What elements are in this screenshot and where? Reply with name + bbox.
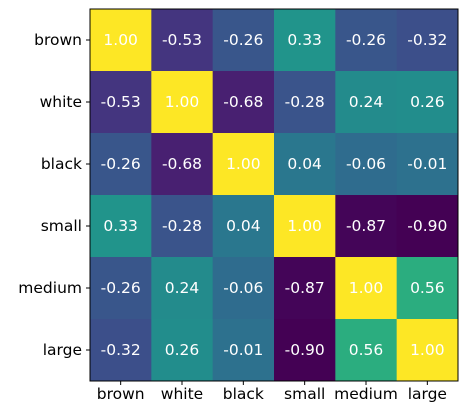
cell-value-label: -0.87	[285, 279, 325, 297]
cell-value-label: 1.00	[226, 155, 261, 173]
cell-value-label: -0.53	[101, 93, 141, 111]
plot-frame	[89, 8, 459, 382]
x-axis: brown white black small medium large	[97, 381, 447, 403]
heatmap-cell-white-large	[396, 71, 459, 134]
heatmap-cell-black-small	[274, 133, 336, 196]
cell-value-label: -0.01	[407, 155, 447, 173]
x-tick-label: medium	[334, 385, 398, 403]
heatmap-cell-medium-brown	[90, 257, 152, 320]
cell-value-label: 1.00	[165, 93, 200, 111]
cell-value-label: 0.26	[410, 93, 445, 111]
cell-value-label: 0.26	[165, 341, 200, 359]
cell-value-label: -0.68	[223, 93, 263, 111]
heatmap-cell-labels: 1.00 -0.53 -0.26 0.33 -0.26 -0.32 -0.53 1.00 -0.…	[101, 31, 448, 359]
y-axis: brown white black small medium large	[18, 31, 90, 359]
heatmap-cell-large-brown	[90, 319, 152, 382]
cell-value-label: -0.90	[407, 217, 447, 235]
heatmap-cell-brown-brown	[90, 9, 152, 72]
heatmap-cell-medium-medium	[335, 257, 398, 320]
x-tick-label: brown	[97, 385, 145, 403]
heatmap-cell-brown-large	[396, 9, 459, 72]
heatmap-cell-large-small	[274, 319, 336, 382]
cell-value-label: -0.32	[101, 341, 141, 359]
heatmap-cell-white-white	[151, 71, 214, 134]
x-tick-label: white	[161, 385, 203, 403]
cell-value-label: -0.87	[346, 217, 386, 235]
cell-value-label: -0.06	[223, 279, 263, 297]
cell-value-label: 0.56	[349, 341, 384, 359]
y-tick-label: small	[41, 217, 82, 235]
x-tick-label: large	[408, 385, 447, 403]
x-tick-label: black	[223, 385, 264, 403]
heatmap-cell-small-small	[274, 195, 336, 258]
cell-value-label: -0.26	[101, 155, 141, 173]
cell-value-label: -0.26	[223, 31, 263, 49]
cell-value-label: 0.04	[226, 217, 261, 235]
x-tick-label: small	[284, 385, 325, 403]
heatmap-cell-white-medium	[335, 71, 398, 134]
y-tick-label: white	[40, 93, 82, 111]
heatmap-cell-medium-large	[396, 257, 459, 320]
cell-value-label: -0.26	[346, 31, 386, 49]
cell-value-label: -0.06	[346, 155, 386, 173]
heatmap-cell-large-white	[151, 319, 214, 382]
cell-value-label: 1.00	[103, 31, 138, 49]
heatmap-cell-small-white	[151, 195, 214, 258]
heatmap-cell-small-black	[212, 195, 275, 258]
cell-value-label: -0.53	[162, 31, 202, 49]
y-tick-label: medium	[18, 279, 82, 297]
heatmap-cell-small-brown	[90, 195, 152, 258]
heatmap-cell-brown-small	[274, 9, 336, 72]
heatmap-cell-medium-white	[151, 257, 214, 320]
cell-value-label: -0.01	[223, 341, 263, 359]
heatmap-cell-brown-medium	[335, 9, 398, 72]
cell-value-label: 1.00	[349, 279, 384, 297]
heatmap-cell-brown-black	[212, 9, 275, 72]
y-tick-label: black	[41, 155, 82, 173]
heatmap-cell-white-brown	[90, 71, 152, 134]
cell-value-label: 0.24	[165, 279, 200, 297]
heatmap-cell-large-black	[212, 319, 275, 382]
heatmap-cell-black-white	[151, 133, 214, 196]
y-tick-label: brown	[34, 31, 82, 49]
heatmap-cell-white-black	[212, 71, 275, 134]
heatmap-cell-black-large	[396, 133, 459, 196]
heatmap-cells	[90, 9, 459, 382]
cell-value-label: 1.00	[410, 341, 445, 359]
heatmap-cell-black-medium	[335, 133, 398, 196]
cell-value-label: -0.68	[162, 155, 202, 173]
cell-value-label: 0.33	[287, 31, 322, 49]
heatmap-cell-brown-white	[151, 9, 214, 72]
cell-value-label: -0.28	[162, 217, 202, 235]
cell-value-label: 0.56	[410, 279, 445, 297]
heatmap-cell-small-large	[396, 195, 459, 258]
cell-value-label: -0.28	[285, 93, 325, 111]
cell-value-label: 0.33	[103, 217, 138, 235]
cell-value-label: -0.32	[407, 31, 447, 49]
cell-value-label: 1.00	[287, 217, 322, 235]
y-tick-label: large	[43, 341, 82, 359]
heatmap-cell-white-small	[274, 71, 336, 134]
cell-value-label: 0.24	[349, 93, 384, 111]
cell-value-label: 0.04	[287, 155, 322, 173]
heatmap-cell-black-black	[212, 133, 275, 196]
heatmap-cell-large-large	[396, 319, 459, 382]
heatmap-cell-small-medium	[335, 195, 398, 258]
heatmap-cell-medium-black	[212, 257, 275, 320]
cell-value-label: -0.26	[101, 279, 141, 297]
cell-value-label: -0.90	[285, 341, 325, 359]
heatmap-cell-black-brown	[90, 133, 152, 196]
heatmap-cell-large-medium	[335, 319, 398, 382]
heatmap-cell-medium-small	[274, 257, 336, 320]
